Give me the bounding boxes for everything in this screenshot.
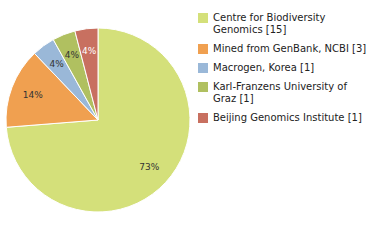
data-label: 4% bbox=[82, 46, 97, 56]
legend-item: Centre for BiodiversityGenomics [15] bbox=[198, 12, 326, 35]
legend-swatch bbox=[198, 13, 208, 23]
legend-swatch bbox=[198, 63, 208, 73]
pie: 73%14%4%4%4% bbox=[6, 28, 190, 212]
legend-label: Centre for BiodiversityGenomics [15] bbox=[213, 12, 326, 35]
data-label: 4% bbox=[49, 59, 64, 69]
legend-swatch bbox=[198, 113, 208, 123]
slice bbox=[75, 28, 98, 120]
legend-item: Beijing Genomics Institute [1] bbox=[198, 112, 362, 124]
chart: 73%14%4%4%4%Centre for BiodiversityGenom… bbox=[0, 0, 380, 240]
legend-item: Mined from GenBank, NCBI [3] bbox=[198, 43, 366, 55]
legend-label: Karl-Franzens University ofGraz [1] bbox=[213, 81, 347, 104]
data-label: 4% bbox=[65, 50, 80, 60]
legend: Centre for BiodiversityGenomics [15] Mine… bbox=[198, 12, 366, 124]
legend-label: Mined from GenBank, NCBI [3] bbox=[213, 43, 366, 54]
legend-label: Beijing Genomics Institute [1] bbox=[213, 112, 362, 123]
slice bbox=[6, 28, 190, 212]
legend-swatch bbox=[198, 82, 208, 92]
data-label: 14% bbox=[23, 90, 43, 100]
legend-swatch bbox=[198, 44, 208, 54]
legend-label: Macrogen, Korea [1] bbox=[213, 62, 314, 73]
data-label: 73% bbox=[139, 162, 159, 172]
legend-item: Macrogen, Korea [1] bbox=[198, 62, 314, 74]
legend-item: Karl-Franzens University ofGraz [1] bbox=[198, 81, 347, 104]
